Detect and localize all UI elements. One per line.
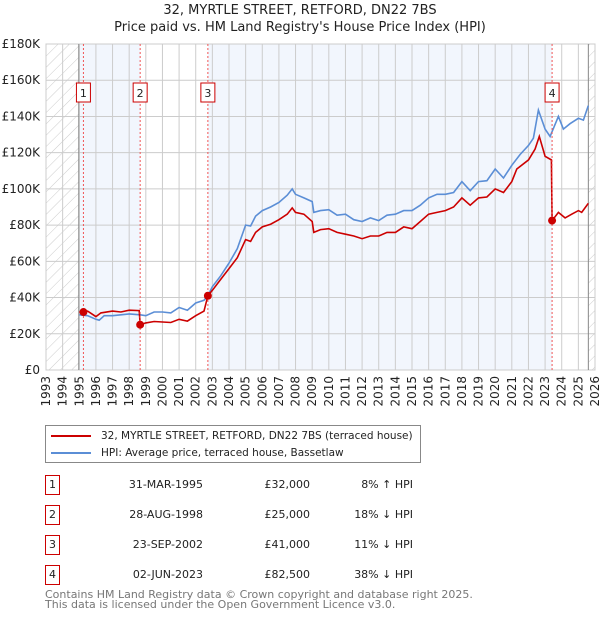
y-tick-label: £120K [2,146,42,160]
x-tick-label: 1997 [106,376,120,407]
legend-item-hpi: HPI: Average price, terraced house, Bass… [51,446,344,460]
x-tick-label: 2008 [289,376,303,407]
sale-label: 4 [549,87,556,100]
transaction-hpi-diff: 18% ↓ HPI [354,508,413,521]
x-tick-label: 2010 [322,376,336,407]
table-row: 1 31-MAR-1995 £32,000 8% ↑ HPI [45,475,465,495]
sale-point [548,216,557,225]
x-tick-label: 2001 [172,376,186,407]
transaction-price: £82,500 [264,568,311,581]
transaction-hpi-diff: 38% ↓ HPI [354,568,413,581]
transaction-number: 2 [45,505,60,525]
x-tick-label: 2022 [521,376,535,407]
x-tick-label: 2021 [505,376,519,407]
table-row: 3 23-SEP-2002 £41,000 11% ↓ HPI [45,535,465,555]
transaction-number: 3 [45,535,60,555]
footer: Contains HM Land Registry data © Crown c… [45,588,473,611]
sale-point [136,320,145,329]
x-tick-label: 1995 [72,376,86,407]
ownership-period-band [207,44,553,370]
y-tick-label: £100K [2,182,42,196]
sale-label: 3 [204,87,211,100]
chart-plot: 1993 1994 1995 1996 1997 1998 1999 2000 2001 2002… [2,37,600,407]
y-tick-label: £60K [9,254,41,268]
x-tick-label: 1998 [122,376,136,407]
transaction-hpi-diff: 11% ↓ HPI [354,538,413,551]
plot-border [45,43,596,371]
table-row: 2 28-AUG-1998 £25,000 18% ↓ HPI [45,505,465,525]
x-tick-label: 2019 [472,376,486,407]
table-row: 4 02-JUN-2023 £82,500 38% ↓ HPI [45,565,465,585]
x-tick-label: 2006 [255,376,269,407]
legend-label: HPI: Average price, terraced house, Bass… [101,447,344,459]
x-tick-label: 2003 [205,376,219,407]
x-tick-label: 2018 [455,376,469,407]
x-tick-label: 2007 [272,376,286,407]
x-tick-label: 2015 [405,376,419,407]
x-tick-label: 2023 [538,376,552,407]
sale-label: 2 [137,87,144,100]
legend: 32, MYRTLE STREET, RETFORD, DN22 7BS (te… [45,425,421,463]
property-price-line [79,133,589,326]
y-tick-label: £140K [2,109,42,123]
x-tick-label: 1993 [39,376,53,407]
transaction-price: £32,000 [264,478,311,491]
transaction-date: 28-AUG-1998 [129,508,203,521]
sale-point [203,291,212,300]
x-tick-label: 2025 [571,376,585,407]
x-tick-label: 2002 [189,376,203,407]
transaction-number: 4 [45,565,60,585]
y-tick-label: £160K [2,73,42,87]
sale-label-box [544,82,560,103]
x-tick-label: 2016 [422,376,436,407]
x-tick-label: 1994 [56,376,70,407]
x-tick-label: 1999 [139,376,153,407]
y-tick-label: £80K [9,218,41,232]
transaction-date: 23-SEP-2002 [132,538,203,551]
y-tick-label: £0 [25,363,40,377]
sale-label-box [132,82,148,103]
x-tick-label: 2009 [305,376,319,407]
sale-label: 1 [80,87,87,100]
x-tick-label: 2017 [438,376,452,407]
sale-point [79,308,88,317]
legend-swatch-blue [51,452,91,454]
transaction-hpi-diff: 8% ↑ HPI [361,478,413,491]
sale-label-box [75,82,91,103]
x-tick-label: 2000 [155,376,169,407]
transaction-date: 31-MAR-1995 [128,478,203,491]
x-tick-label: 2020 [488,376,502,407]
x-tick-label: 2004 [222,376,236,407]
x-tick-label: 1996 [89,376,103,407]
transaction-price: £25,000 [264,508,311,521]
footer-copyright: Contains HM Land Registry data © Crown c… [45,588,473,601]
transaction-date: 02-JUN-2023 [132,568,203,581]
legend-item-property: 32, MYRTLE STREET, RETFORD, DN22 7BS (te… [51,429,413,443]
x-tick-label: 2005 [239,376,253,407]
x-tick-label: 2014 [388,376,402,407]
legend-swatch-red [51,435,91,437]
y-tick-label: £180K [2,37,42,51]
legend-label: 32, MYRTLE STREET, RETFORD, DN22 7BS (te… [101,430,413,442]
footer-licence: This data is licensed under the Open Gov… [45,598,396,611]
x-tick-label: 2024 [555,376,569,407]
chart-title: 32, MYRTLE STREET, RETFORD, DN22 7BS [163,3,437,18]
x-tick-label: 2026 [588,376,600,407]
hatched-no-data-region [588,44,595,370]
y-tick-label: £20K [9,327,41,341]
transaction-number: 1 [45,475,60,495]
sale-label-box [200,82,216,103]
hpi-line [79,105,590,322]
chart-subtitle: Price paid vs. HM Land Registry's House … [114,20,486,35]
x-tick-label: 2011 [338,376,352,407]
x-tick-label: 2013 [372,376,386,407]
transaction-price: £41,000 [264,538,311,551]
y-tick-label: £40K [9,291,41,305]
x-tick-label: 2012 [355,376,369,407]
